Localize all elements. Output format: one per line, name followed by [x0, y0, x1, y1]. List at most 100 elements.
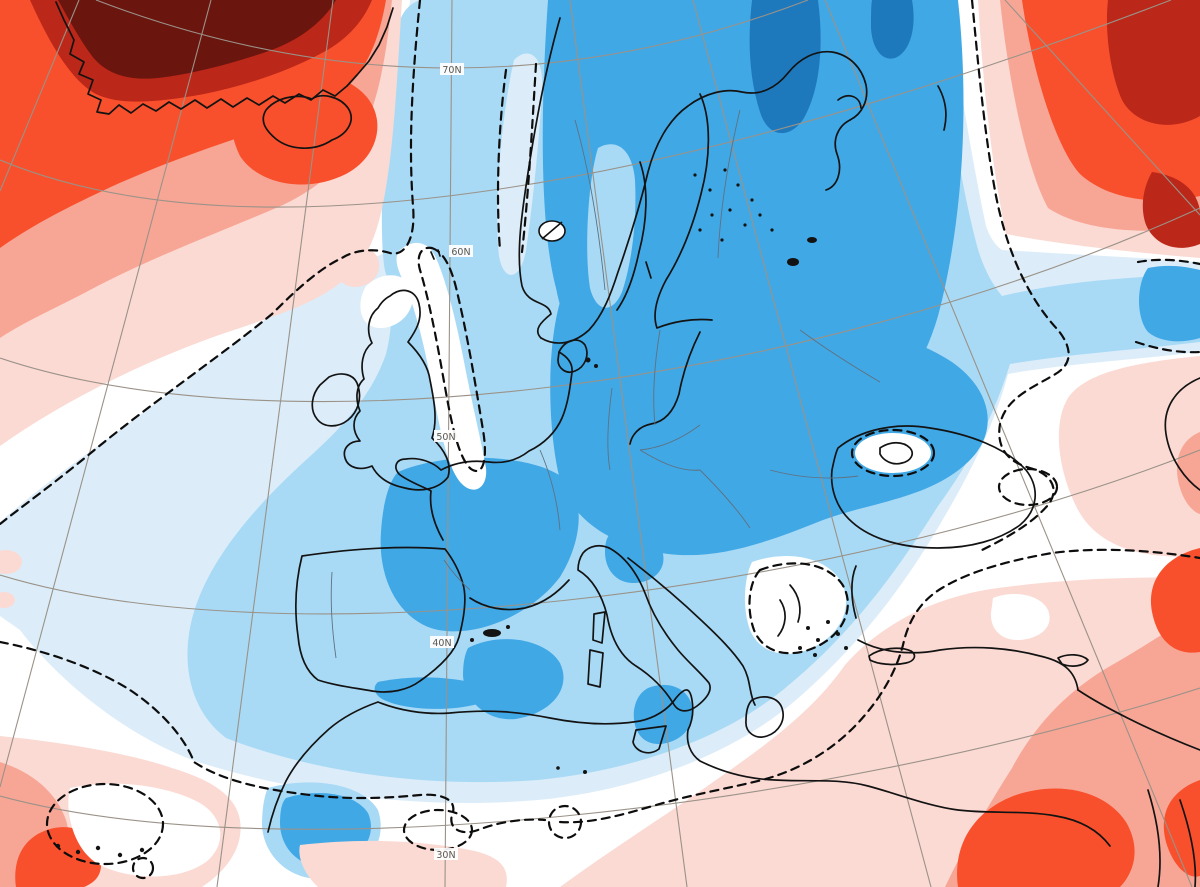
aegean-coast-a [777, 599, 786, 637]
border-norway-sweden [574, 119, 606, 291]
latitude-label-50n: 50N [434, 430, 458, 443]
contour-northsea-loop [417, 246, 487, 472]
danish-island-b [594, 364, 598, 368]
meridian-east-4 [1004, 0, 1200, 216]
border-czech [639, 424, 701, 451]
finland-coast [654, 93, 713, 329]
warm-strong-russia-spot [1142, 172, 1200, 248]
greece-white-patch [744, 556, 847, 654]
latitude-labels: 70N 60N 50N 40N 30N [430, 63, 473, 861]
italy-coast [577, 544, 711, 712]
border-france-germany [539, 449, 561, 531]
contour-norway-strip-a [496, 68, 508, 252]
contour-blacksea-oval-b [997, 467, 1059, 507]
contour-norway-strip-b [520, 62, 538, 254]
contour-west-boundary [0, 0, 422, 526]
kola-inlet [837, 95, 862, 109]
border-finland-russia [717, 109, 741, 259]
latitude-arc-60n [0, 0, 1172, 208]
border-portugal [330, 571, 337, 659]
blacksea-white-oval-a [855, 433, 931, 473]
border-romania [769, 469, 859, 479]
cold-medium-algeria [374, 677, 489, 709]
warm-faint-caspian-strip [1058, 356, 1200, 557]
latitude-arc-40n [0, 449, 1200, 615]
border-layer [330, 109, 881, 659]
cold-medium-adriatic [605, 529, 664, 584]
meridian-center [444, 0, 453, 887]
contour-east-boundary [970, 0, 1070, 554]
aegean-islands [798, 620, 848, 657]
danish-island-a [585, 357, 591, 363]
warm-strong-russia-corner [1106, 0, 1200, 125]
france-south-coast [469, 579, 570, 611]
blacksea-white-oval-b [1002, 472, 1054, 502]
contour-ural-tongue-bottom [1134, 340, 1200, 354]
mallorca-island [483, 629, 501, 637]
border-balkans-a [699, 469, 751, 529]
cold-strong-barents [749, 0, 821, 134]
svg-text:40N: 40N [432, 638, 451, 649]
ireland-coast [311, 373, 361, 427]
iceland-coast [262, 95, 352, 149]
coastline-layer [55, 1, 1200, 887]
warm-moderate-iceland [230, 67, 378, 185]
border-ukraine-russia [799, 329, 881, 383]
bothnia-west-shore [616, 161, 647, 311]
crimea-coast [879, 441, 913, 465]
svg-text:50N: 50N [436, 432, 455, 443]
iberia-coast [295, 546, 466, 693]
neutral-patches [68, 242, 1054, 877]
contour-greece-loop [748, 562, 849, 655]
red-sea-line [1179, 799, 1197, 887]
contour-blacksea-oval-a [850, 428, 936, 478]
contour-canary-loop [45, 782, 165, 866]
lake-ladoga [787, 258, 799, 266]
cold-medium-ural-tongue [1139, 265, 1200, 342]
latitude-label-40n: 40N [430, 636, 454, 649]
turkey-west-coast [851, 565, 857, 619]
contour-small-loop-b [547, 804, 583, 840]
meridian-east-3 [824, 0, 1193, 887]
white-sea-coast [825, 119, 851, 191]
denmark-coast [557, 339, 588, 373]
warm-faint-left-spot-b [0, 592, 15, 608]
corsica-coast [592, 611, 606, 644]
cyprus-coast [1057, 654, 1089, 667]
malta-island [583, 770, 587, 774]
novaya-zemlya [937, 85, 947, 131]
border-germany-poland [607, 387, 613, 471]
contour-ural-tongue-top [1136, 258, 1200, 266]
greenland-coast [55, 1, 394, 115]
scandinavia-baltic-coast [540, 50, 868, 344]
crete-coast [868, 647, 916, 666]
finland-lakes [693, 168, 774, 242]
anatolia-white-patch [990, 594, 1050, 641]
aegean-coast-b [789, 584, 801, 623]
meridian-west-2 [0, 0, 212, 788]
contour-small-loop-a [131, 856, 155, 880]
pantelleria-island [556, 766, 560, 770]
scotland-white-patch [360, 275, 413, 329]
meridian-east-1 [569, 0, 688, 887]
warm-extreme-greenland [58, 0, 336, 79]
levant-coast [1077, 689, 1200, 751]
lake-onega [807, 237, 817, 243]
warm-faint-left-spot-a [0, 550, 22, 574]
svg-text:30N: 30N [436, 850, 455, 861]
sardinia-coast [587, 649, 604, 688]
sicily-coast [632, 725, 667, 754]
latitude-arc-30n [0, 687, 1200, 830]
svg-text:60N: 60N [451, 247, 470, 258]
station-symbol [538, 220, 566, 242]
border-poland-east [653, 329, 661, 426]
meridian-east-2 [692, 0, 932, 887]
cold-strong-northeast [871, 0, 914, 59]
dalmatia-coast [627, 557, 756, 706]
station-symbol-slash [541, 221, 563, 240]
latitude-label-30n: 30N [434, 848, 458, 861]
